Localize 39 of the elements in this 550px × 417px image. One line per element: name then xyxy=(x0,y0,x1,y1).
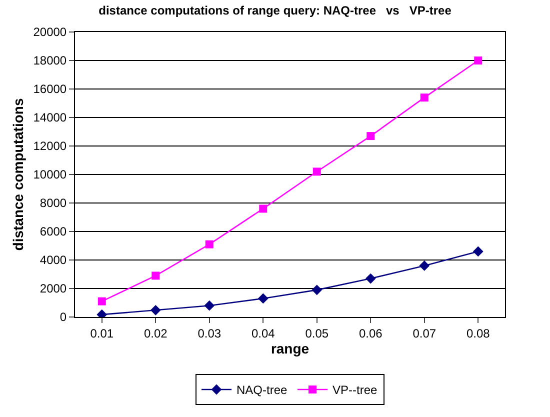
point xyxy=(205,240,214,248)
x-tick-label: 0.07 xyxy=(412,326,436,340)
y-tick-label: 12000 xyxy=(33,139,67,154)
x-tick-label: 0.02 xyxy=(144,326,168,340)
point xyxy=(98,297,106,306)
point xyxy=(204,300,215,311)
y-tick-label: 4000 xyxy=(40,253,67,268)
chart-title: distance computations of range query: NAQ-tree vs VP-tree xyxy=(98,4,452,18)
point xyxy=(152,272,160,280)
x-tick-label: 0.06 xyxy=(358,326,383,340)
x-tick-label: 0.05 xyxy=(305,326,329,340)
legend-label: NAQ-tree xyxy=(236,383,288,398)
point xyxy=(258,293,268,304)
y-tick-label: 14000 xyxy=(33,110,67,125)
y-tick-label: 2000 xyxy=(40,282,67,296)
point xyxy=(474,56,482,64)
point xyxy=(259,204,268,213)
x-axis-title: range xyxy=(270,340,310,357)
y-tick-label: 16000 xyxy=(33,82,67,96)
x-tick-label: 0.04 xyxy=(251,326,276,340)
legend-label: VP--tree xyxy=(332,383,378,398)
point xyxy=(420,94,428,102)
y-tick-label: 20000 xyxy=(33,25,67,40)
y-axis-title: distance computations xyxy=(10,98,26,251)
y-tick-label: 8000 xyxy=(40,196,67,210)
y-tick-label: 0 xyxy=(60,310,67,324)
point xyxy=(472,246,484,257)
point xyxy=(366,132,375,140)
point xyxy=(312,168,321,176)
y-tick-label: 18000 xyxy=(33,54,67,68)
point xyxy=(150,304,161,316)
x-tick-label: 0.08 xyxy=(466,326,490,340)
x-tick-label: 0.03 xyxy=(198,326,222,340)
point xyxy=(312,284,322,296)
x-tick-label: 0.01 xyxy=(90,326,114,340)
point xyxy=(419,260,430,271)
y-tick-label: 10000 xyxy=(33,168,67,182)
point xyxy=(365,273,376,284)
y-tick-label: 6000 xyxy=(40,224,67,239)
